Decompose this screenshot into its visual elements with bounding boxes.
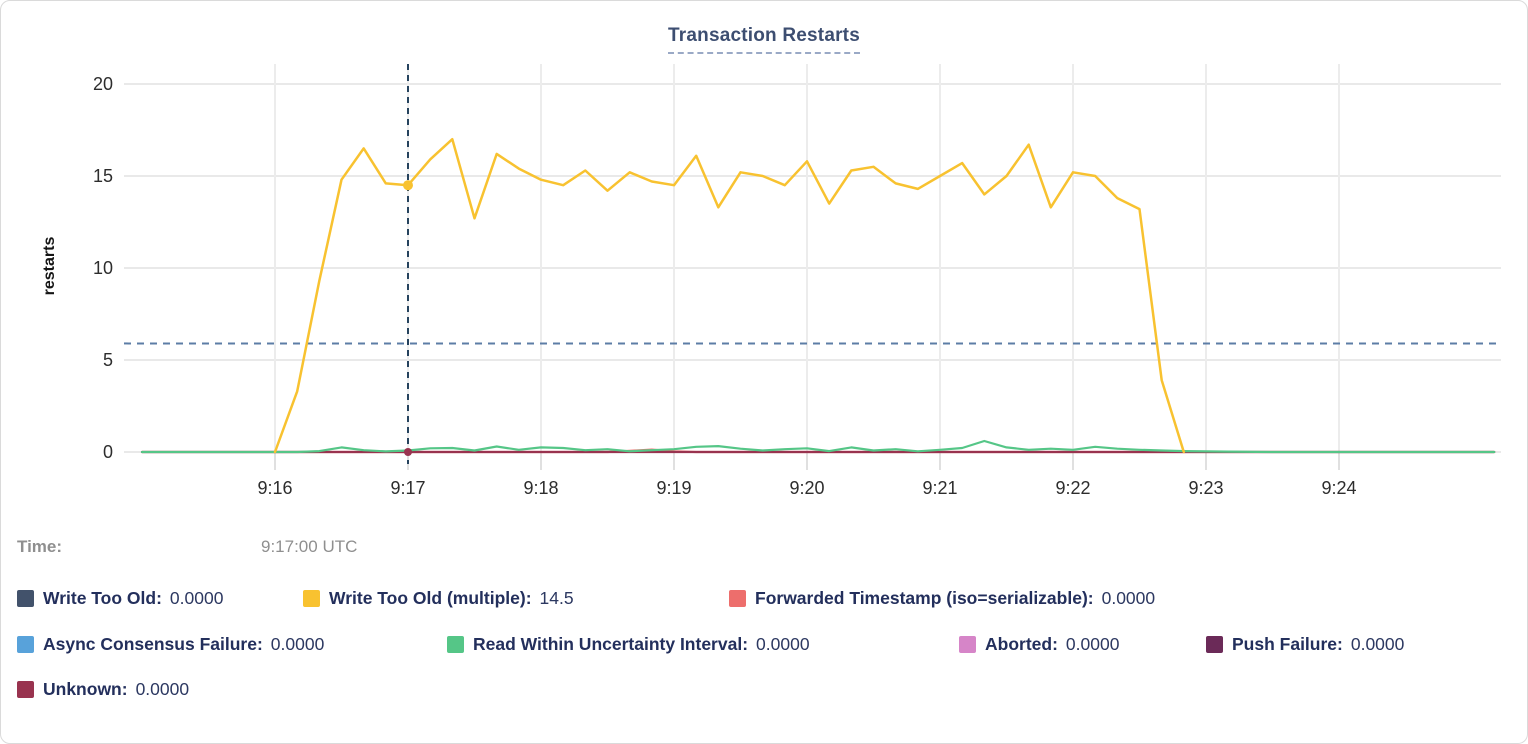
legend-color-swatch [959, 635, 976, 653]
tooltip-time-value: 9:17:00 UTC [261, 537, 358, 556]
legend-item: Aborted: 0.0000 [959, 633, 1119, 655]
legend-label: Unknown: [43, 678, 128, 699]
legend-label: Forwarded Timestamp (iso=serializable): [755, 587, 1094, 608]
legend-item: Push Failure: 0.0000 [1206, 633, 1404, 655]
svg-text:15: 15 [93, 166, 113, 186]
svg-text:9:19: 9:19 [656, 478, 691, 498]
svg-text:9:20: 9:20 [789, 478, 824, 498]
legend-item: Write Too Old (multiple): 14.5 [303, 587, 574, 609]
legend-color-swatch [447, 635, 464, 653]
chart-title[interactable]: Transaction Restarts [668, 25, 860, 54]
svg-text:10: 10 [93, 258, 113, 278]
svg-text:9:23: 9:23 [1188, 478, 1223, 498]
legend-item: Read Within Uncertainty Interval: 0.0000 [447, 633, 810, 655]
legend-value: 0.0000 [1065, 633, 1120, 654]
chart-title-wrap: Transaction Restarts [1, 25, 1527, 54]
svg-text:9:24: 9:24 [1321, 478, 1356, 498]
legend-value: 0.0000 [135, 678, 190, 699]
legend-value: 0.0000 [1101, 587, 1156, 608]
legend-label: Write Too Old (multiple): [329, 587, 532, 608]
legend-label: Write Too Old: [43, 587, 162, 608]
legend-row: Async Consensus Failure: 0.0000 Read Withi… [1, 633, 1527, 659]
svg-text:9:22: 9:22 [1055, 478, 1090, 498]
legend-item: Unknown: 0.0000 [17, 678, 189, 700]
legend-color-swatch [303, 589, 320, 607]
legend-row: Unknown: 0.0000 [1, 678, 1527, 704]
legend-color-swatch [17, 680, 34, 698]
legend-color-swatch [729, 589, 746, 607]
legend-label: Read Within Uncertainty Interval: [473, 633, 749, 654]
svg-text:20: 20 [93, 74, 113, 94]
legend-color-swatch [17, 589, 34, 607]
legend-color-swatch [1206, 635, 1223, 653]
tooltip-time-row: Time: 9:17:00 UTC [1, 537, 1527, 561]
legend-item: Async Consensus Failure: 0.0000 [17, 633, 324, 655]
svg-text:9:18: 9:18 [523, 478, 558, 498]
tooltip-time-label: Time: [17, 537, 63, 556]
legend-value: 0.0000 [169, 587, 224, 608]
legend-value: 0.0000 [270, 633, 325, 654]
svg-text:5: 5 [103, 350, 113, 370]
legend-label: Async Consensus Failure: [43, 633, 263, 654]
legend-row: Write Too Old: 0.0000 Write Too Old (multi… [1, 587, 1527, 613]
svg-text:0: 0 [103, 442, 113, 462]
svg-text:9:17: 9:17 [390, 478, 425, 498]
legend-value: 0.0000 [1350, 633, 1405, 654]
legend-label: Aborted: [985, 633, 1058, 654]
legend-value: 0.0000 [756, 633, 810, 654]
y-axis-label: restarts [41, 236, 58, 296]
svg-text:9:16: 9:16 [257, 478, 292, 498]
legend-value: 14.5 [539, 587, 574, 608]
svg-text:9:21: 9:21 [922, 478, 957, 498]
legend-label: Push Failure: [1232, 633, 1343, 654]
legend-color-swatch [17, 635, 34, 653]
legend-item: Forwarded Timestamp (iso=serializable): 0… [729, 587, 1155, 609]
legend-item: Write Too Old: 0.0000 [17, 587, 223, 609]
transaction-restarts-chart[interactable]: 0 5 10 15 20 9:16 9:17 9:18 9:19 9:20 9:21 9:22 9:23… [1, 1, 1528, 521]
